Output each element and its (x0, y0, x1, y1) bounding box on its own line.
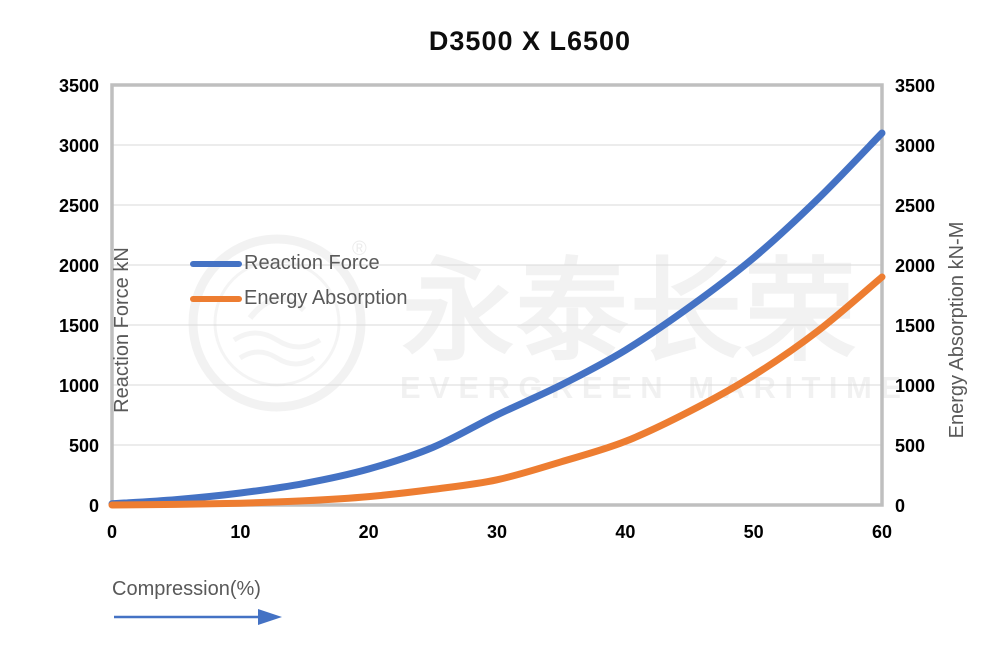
y-axis-tick-label-right: 2500 (895, 196, 935, 216)
y-axis-tick-label-left: 1000 (59, 376, 99, 396)
legend: Reaction Force Energy Absorption (190, 246, 407, 316)
legend-label-energy-absorption: Energy Absorption (244, 287, 408, 309)
y-axis-tick-label-left: 3000 (59, 136, 99, 156)
y-axis-tick-label-right: 2000 (895, 256, 935, 276)
plot-border (110, 83, 884, 507)
right-axis-title: Energy Absorption kN-M (946, 222, 968, 439)
legend-item-energy-absorption: Energy Absorption (190, 281, 407, 316)
series-lines (108, 129, 886, 509)
x-axis-tick-label: 40 (615, 522, 635, 542)
x-axis-title: Compression(%) (112, 578, 261, 600)
left-axis-title: Reaction Force kN (111, 247, 133, 413)
y-axis-tick-label-right: 3000 (895, 136, 935, 156)
y-axis-tick-label-left: 0 (89, 496, 99, 516)
series-line-reaction-force (108, 129, 886, 508)
legend-swatch-reaction-force (190, 260, 242, 267)
y-axis-tick-label-right: 0 (895, 496, 905, 516)
x-axis-tick-label: 10 (230, 522, 250, 542)
series-line-energy-absorption (108, 273, 886, 509)
y-axis-tick-label-right: 500 (895, 436, 925, 456)
y-axis-tick-label-left: 1500 (59, 316, 99, 336)
y-axis-tick-label-left: 2500 (59, 196, 99, 216)
y-axis-tick-label-left: 2000 (59, 256, 99, 276)
legend-swatch-energy-absorption (190, 295, 242, 302)
x-axis-tick-label: 30 (487, 522, 507, 542)
x-axis-tick-label: 50 (744, 522, 764, 542)
chart-title: D3500 X L6500 (428, 26, 632, 56)
legend-label-reaction-force: Reaction Force (244, 252, 380, 274)
x-axis-arrow-icon (114, 609, 282, 625)
y-axis-tick-label-right: 1500 (895, 316, 935, 336)
y-axis-tick-label-left: 500 (69, 436, 99, 456)
x-axis-tick-label: 0 (107, 522, 117, 542)
x-axis-tick-label: 20 (359, 522, 379, 542)
y-axis-tick-label-left: 3500 (59, 76, 99, 96)
legend-item-reaction-force: Reaction Force (190, 246, 407, 281)
y-axis-tick-label-right: 1000 (895, 376, 935, 396)
y-axis-tick-label-right: 3500 (895, 76, 935, 96)
x-axis-tick-label: 60 (872, 522, 892, 542)
